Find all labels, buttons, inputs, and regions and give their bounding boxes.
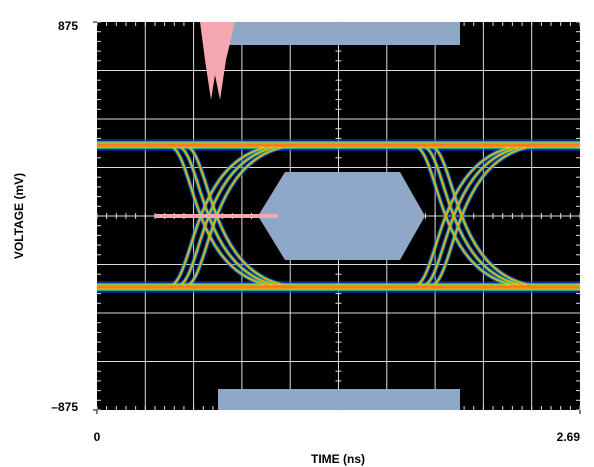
y-axis-title: VOLTAGE (mV) (12, 173, 26, 259)
y-tick-label: 875 (58, 19, 78, 33)
chart: 0 2.69 875 –875 TIME (ns) VOLTAGE (mV) (0, 0, 594, 467)
center-mask (258, 172, 425, 260)
x-tick-label: 0 (94, 430, 101, 444)
y-tick-label: –875 (51, 400, 78, 414)
x-axis-title: TIME (ns) (311, 452, 365, 466)
bottom-mask (218, 389, 460, 410)
x-tick-label: 2.69 (557, 430, 581, 444)
top-mask (218, 22, 460, 45)
